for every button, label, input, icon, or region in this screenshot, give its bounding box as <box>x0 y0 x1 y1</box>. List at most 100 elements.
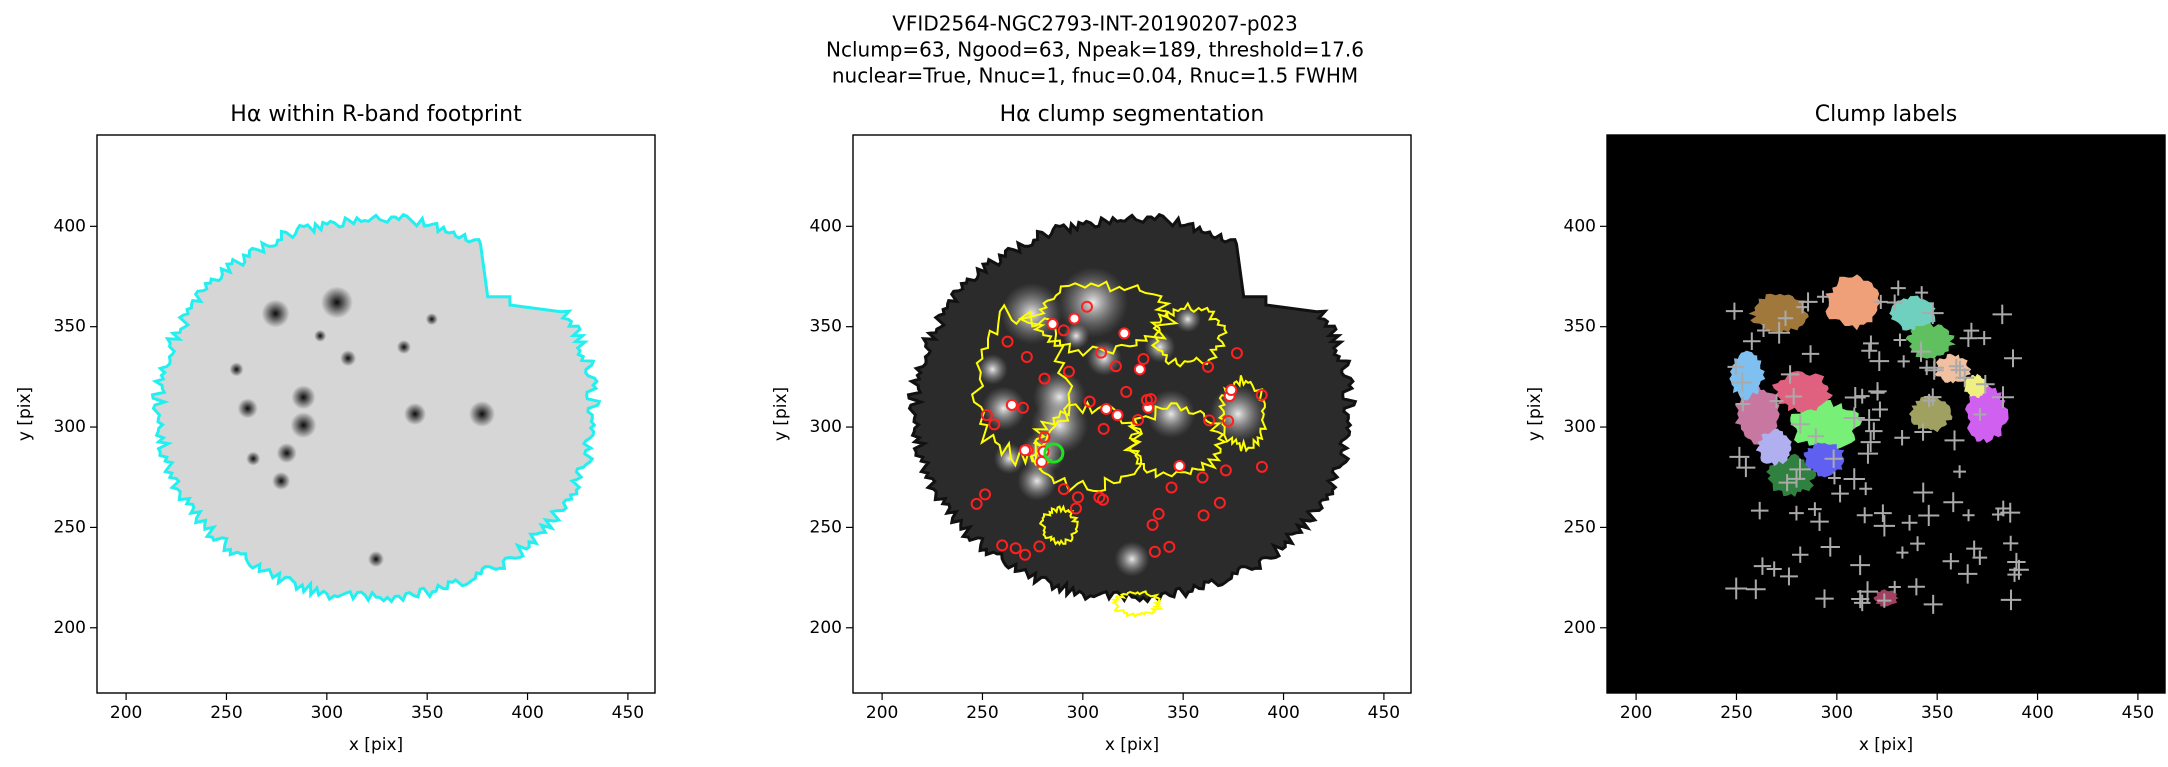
peak-marker <box>1009 542 1022 555</box>
peak-marker <box>1035 455 1048 468</box>
peak-marker <box>1894 429 1910 446</box>
peak-marker <box>1907 578 1925 596</box>
peak-marker <box>1769 394 1784 409</box>
segment-contour <box>1149 301 1228 368</box>
emission-spot <box>314 329 327 342</box>
peak-marker <box>1966 540 1983 557</box>
segment-contour <box>1110 590 1165 618</box>
clump-label <box>1755 428 1792 466</box>
x-tick-label: 450 <box>2122 703 2154 723</box>
emission-spot <box>1017 461 1057 501</box>
peak-marker <box>2000 502 2021 523</box>
peak-marker <box>1019 548 1032 561</box>
x-axis-label: x [pix] <box>1105 735 1159 755</box>
clump-label <box>1934 353 1972 384</box>
suptitle: nuclear=True, Nnuc=1, fnuc=0.04, Rnuc=1.… <box>832 64 1358 88</box>
peak-marker <box>1750 501 1769 520</box>
emission-spot <box>291 385 316 410</box>
peak-marker <box>1080 300 1093 313</box>
peak-marker <box>1787 470 1806 488</box>
x-tick-label: 450 <box>612 703 644 723</box>
peak-marker <box>1148 545 1161 558</box>
peak-marker <box>1792 546 1809 563</box>
peak-marker <box>1133 363 1146 376</box>
peak-marker <box>1924 388 1942 406</box>
x-tick-label: 400 <box>511 703 543 723</box>
peak-marker <box>1213 496 1226 509</box>
peak-marker <box>1850 555 1871 576</box>
x-tick-label: 300 <box>1067 703 1099 723</box>
y-axis-label: y [pix] <box>1525 387 1545 441</box>
y-tick-label: 200 <box>1564 618 1596 638</box>
peak-marker <box>1977 331 1992 346</box>
x-tick-label: 200 <box>1620 703 1652 723</box>
peak-marker <box>1810 512 1829 531</box>
y-tick-label: 200 <box>54 618 86 638</box>
peak-marker <box>1963 322 1980 339</box>
x-tick-label: 350 <box>1921 703 1953 723</box>
peak-marker <box>2004 349 2022 368</box>
peak-marker <box>1950 360 1970 380</box>
segment-contour <box>1038 504 1079 547</box>
peak-marker <box>1844 387 1866 409</box>
peak-marker <box>1768 321 1790 344</box>
peak-marker <box>1097 493 1110 506</box>
peak-marker <box>2007 567 2022 582</box>
peak-marker <box>1777 310 1794 326</box>
emission-spot <box>425 313 438 326</box>
emission-spot <box>290 412 317 439</box>
peak-marker <box>1824 449 1843 468</box>
peak-marker <box>1942 553 1960 570</box>
peak-marker <box>1815 589 1834 608</box>
segment-contour <box>1122 402 1228 479</box>
peak-marker <box>1057 483 1070 496</box>
x-tick-label: 350 <box>411 703 443 723</box>
emission-spot <box>272 471 291 490</box>
peak-marker <box>1943 492 1964 513</box>
peak-marker <box>1789 458 1811 481</box>
peak-marker <box>1973 408 1987 421</box>
peak-marker <box>1972 550 1988 565</box>
peak-marker <box>1807 428 1824 445</box>
peak-marker <box>1863 335 1879 352</box>
peak-marker <box>1780 567 1798 586</box>
peak-marker <box>1856 507 1873 524</box>
peak-marker <box>1910 341 1932 362</box>
peak-marker <box>1785 388 1803 405</box>
peak-marker <box>1873 294 1888 309</box>
peak-marker <box>1745 579 1766 600</box>
peak-marker <box>1948 358 1964 374</box>
emission-spot <box>396 340 411 355</box>
peak-marker <box>1735 396 1751 412</box>
emission-spot <box>1063 322 1090 350</box>
y-tick-label: 250 <box>54 517 86 537</box>
image <box>1607 135 2165 693</box>
x-tick-label: 250 <box>210 703 242 723</box>
peak-marker <box>1097 422 1110 435</box>
emission-spot <box>1114 541 1150 577</box>
peak-marker <box>1038 372 1051 385</box>
peak-marker <box>1874 504 1892 523</box>
peak-marker <box>1853 594 1871 612</box>
peak-marker <box>1255 389 1268 402</box>
peak-marker <box>1975 374 1995 394</box>
y-tick-label: 250 <box>1564 517 1596 537</box>
peak-marker <box>1046 318 1059 331</box>
y-tick-label: 200 <box>810 618 842 638</box>
emission-spot <box>368 551 384 568</box>
clump-label <box>1748 293 1809 334</box>
emission-spot <box>1086 340 1122 376</box>
peak-marker <box>1780 365 1800 384</box>
peak-marker <box>1225 384 1238 397</box>
peak-marker <box>1057 324 1070 337</box>
y-tick-label: 300 <box>54 417 86 437</box>
clump-label <box>1729 350 1766 401</box>
peak-marker <box>1743 332 1761 351</box>
panel-title: Hα clump segmentation <box>1000 102 1265 127</box>
image <box>853 135 1411 693</box>
y-axis-label: y [pix] <box>15 387 35 441</box>
peak-marker <box>996 539 1009 552</box>
peak-marker <box>1944 430 1965 451</box>
peak-marker <box>1068 312 1081 325</box>
